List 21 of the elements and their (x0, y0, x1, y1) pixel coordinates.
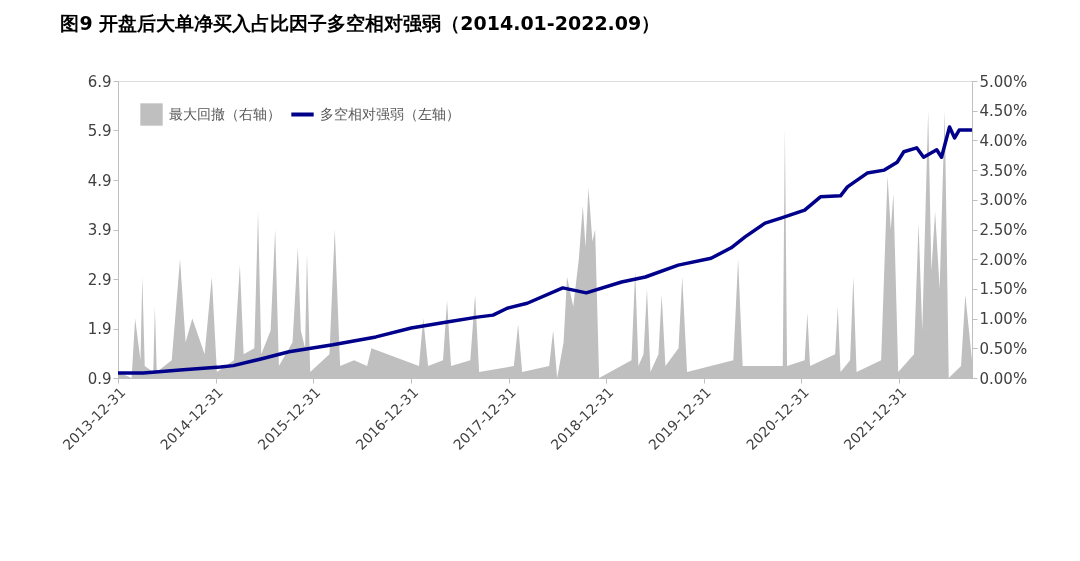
legend-label: 最大回撤（右轴） (169, 105, 281, 122)
y2-tick-label: 5.00% (979, 72, 1028, 91)
chart-title: 图9 开盘后大单净买入占比因子多空相对强弱（2014.01-2022.09） (60, 12, 661, 34)
y2-tick-label: 2.00% (979, 250, 1028, 269)
y2-tick-label: 0.00% (979, 369, 1028, 388)
y-tick-label: 1.9 (87, 320, 112, 338)
y2-tick-label: 4.00% (979, 131, 1028, 150)
y-tick-label: 4.9 (87, 171, 112, 190)
legend-label: 多空相对强弱（左轴） (320, 105, 460, 122)
y-tick-label: 5.9 (87, 122, 112, 140)
y2-tick-label: 1.00% (979, 310, 1028, 329)
y2-tick-label: 3.50% (979, 161, 1028, 180)
y2-tick-label: 0.50% (979, 339, 1028, 358)
y2-tick-label: 4.50% (979, 102, 1028, 121)
y2-tick-label: 2.50% (979, 221, 1028, 239)
y2-tick-label: 3.00% (979, 191, 1028, 210)
y2-tick-label: 1.50% (979, 280, 1028, 299)
y-tick-label: 2.9 (87, 270, 112, 289)
y-tick-label: 6.9 (87, 72, 112, 91)
y-tick-label: 3.9 (87, 221, 112, 239)
y-tick-label: 0.9 (87, 369, 112, 388)
